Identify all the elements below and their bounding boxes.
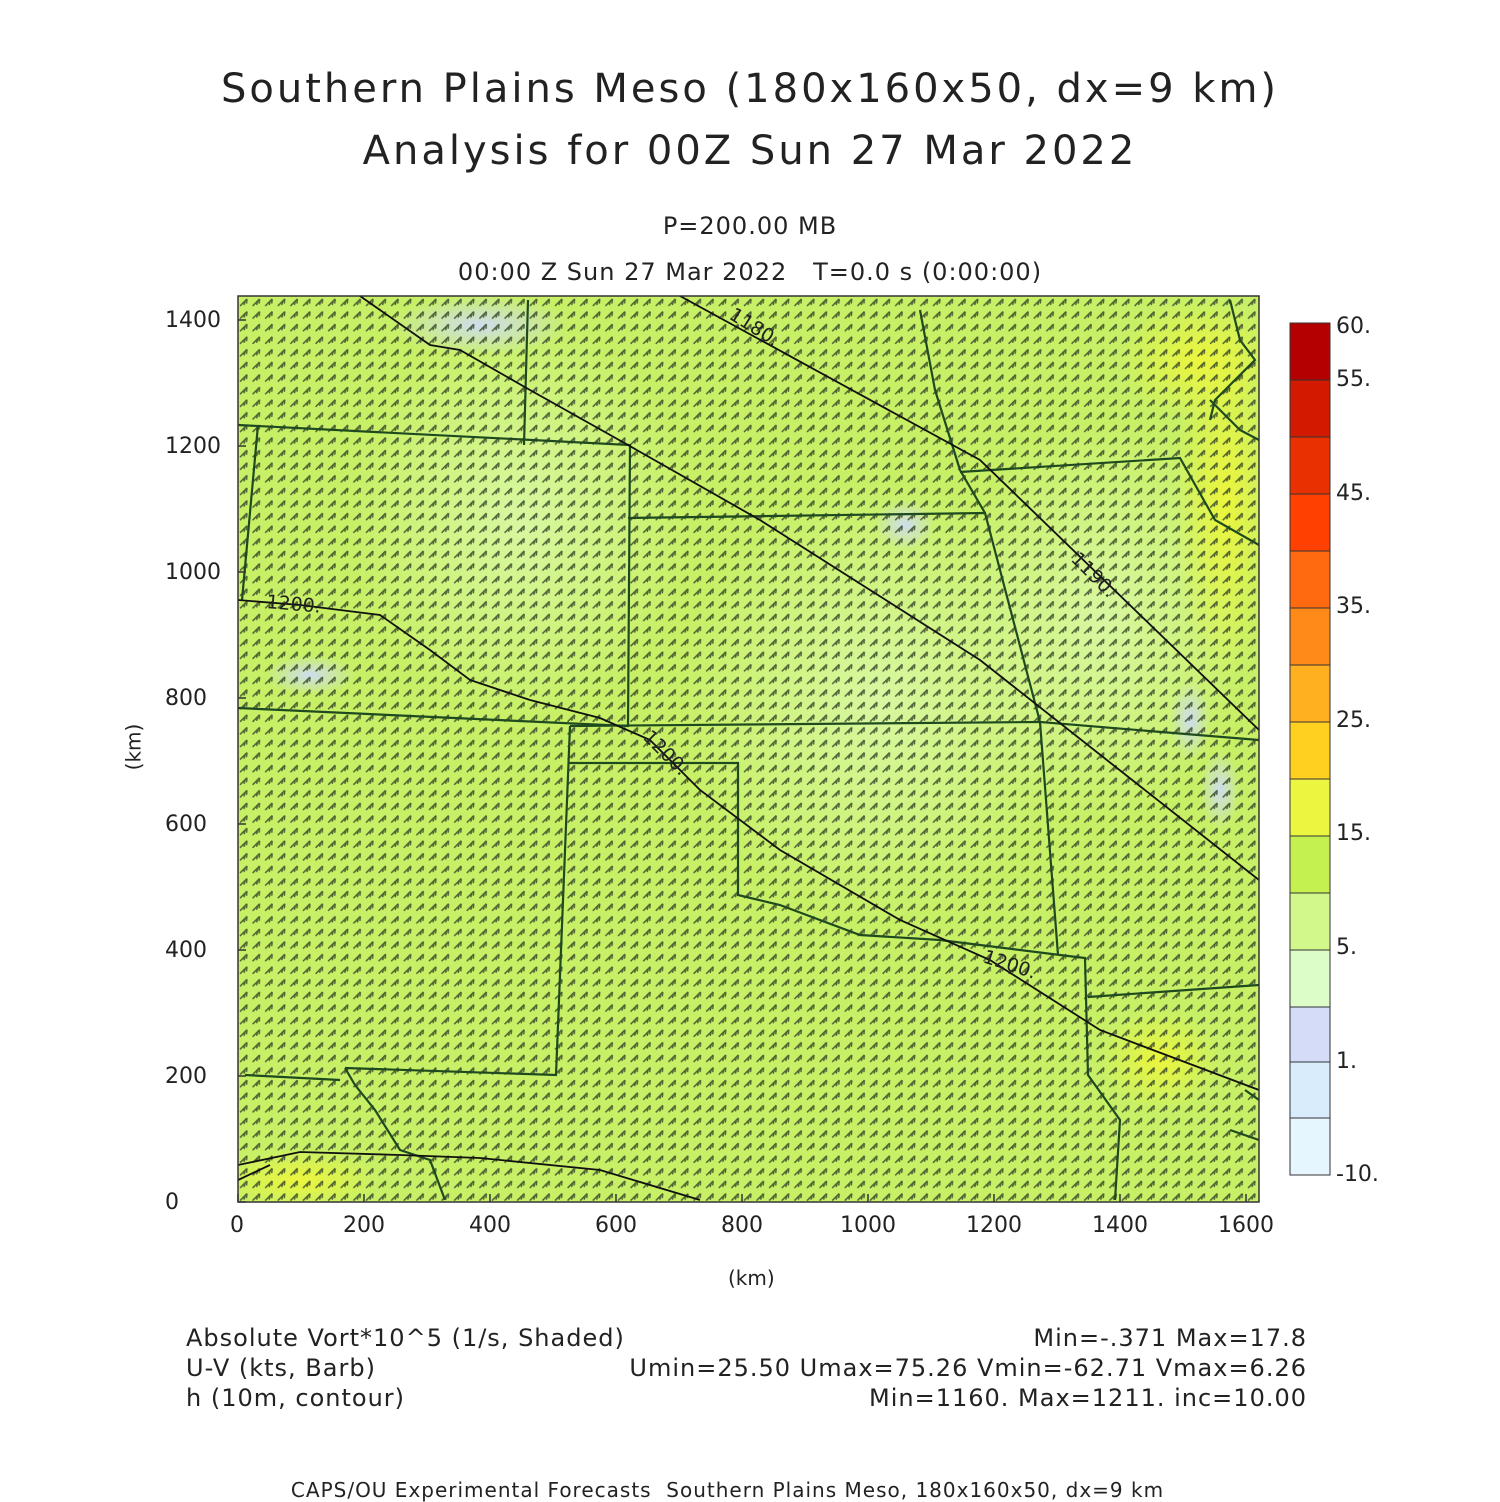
y-axis-label: (km): [121, 723, 146, 771]
y-tick: 200: [165, 1064, 207, 1089]
valid-time-label: 00:00 Z Sun 27 Mar 2022 T=0.0 s (0:00:00…: [457, 258, 1043, 286]
x-tick: 0: [230, 1213, 244, 1238]
state-borders: [238, 299, 1259, 1201]
x-axis-label: (km): [728, 1266, 775, 1290]
x-tick: 800: [721, 1213, 763, 1238]
y-tick: 800: [165, 686, 207, 711]
var1-name: Absolute Vort*10^5 (1/s, Shaded): [186, 1324, 625, 1352]
colorbar-label: 35.: [1336, 594, 1371, 619]
colorbar-label: 60.: [1336, 314, 1371, 339]
var3-stats: Min=1160. Max=1211. inc=10.00: [869, 1384, 1307, 1412]
var1-stats: Min=-.371 Max=17.8: [1033, 1324, 1307, 1352]
y-tick: 400: [165, 938, 207, 963]
y-tick: 1000: [165, 560, 221, 585]
colorbar-label: 5.: [1336, 935, 1357, 960]
x-tick: 400: [469, 1213, 511, 1238]
colorbar-label: 1.: [1336, 1049, 1357, 1074]
var3-name: h (10m, contour): [186, 1384, 406, 1412]
x-tick: 600: [595, 1213, 637, 1238]
var2-name: U-V (kts, Barb): [186, 1354, 376, 1382]
colorbar-label: 25.: [1336, 708, 1371, 733]
plot-frame: [237, 295, 1260, 1203]
vorticity-shading: [238, 296, 1259, 1202]
x-tick: 1600: [1218, 1213, 1274, 1238]
y-tick: 0: [165, 1190, 179, 1215]
colorbar: [1289, 322, 1331, 1176]
y-tick: 600: [165, 812, 207, 837]
credit-line: CAPS/OU Experimental Forecasts Southern …: [290, 1478, 1165, 1502]
colorbar-label: 15.: [1336, 821, 1371, 846]
y-tick: 1200: [165, 434, 221, 459]
contour-label: 1200.: [266, 591, 322, 618]
tick-marks: [237, 319, 1247, 1203]
var2-stats: Umin=25.50 Umax=75.26 Vmin=-62.71 Vmax=6…: [629, 1354, 1307, 1382]
title-line-2: Analysis for 00Z Sun 27 Mar 2022: [362, 128, 1138, 174]
colorbar-label: 55.: [1336, 367, 1371, 392]
y-tick: 1400: [165, 308, 221, 333]
colorbar-label: -10.: [1336, 1162, 1379, 1187]
height-contours: [238, 296, 1259, 1201]
x-tick: 200: [343, 1213, 385, 1238]
title-line-1: Southern Plains Meso (180x160x50, dx=9 k…: [220, 66, 1280, 112]
x-tick: 1000: [840, 1213, 896, 1238]
x-tick: 1200: [966, 1213, 1022, 1238]
x-tick: 1400: [1092, 1213, 1148, 1238]
level-label: P=200.00 MB: [662, 212, 838, 240]
colorbar-label: 45.: [1336, 481, 1371, 506]
